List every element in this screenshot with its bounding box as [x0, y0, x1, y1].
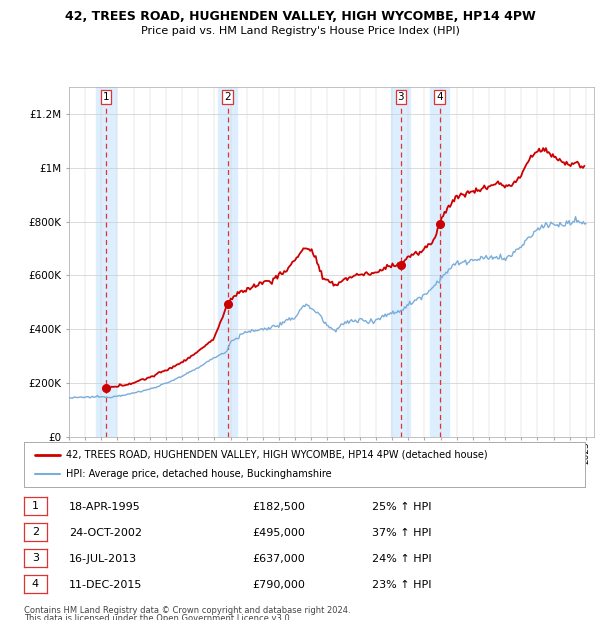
Bar: [583, 87, 594, 437]
Text: £637,000: £637,000: [252, 554, 305, 564]
Text: This data is licensed under the Open Government Licence v3.0.: This data is licensed under the Open Gov…: [24, 614, 292, 620]
Text: Contains HM Land Registry data © Crown copyright and database right 2024.: Contains HM Land Registry data © Crown c…: [24, 606, 350, 616]
Bar: [391, 87, 410, 437]
Text: £182,500: £182,500: [252, 502, 305, 512]
Text: 4: 4: [32, 579, 39, 589]
Text: Price paid vs. HM Land Registry's House Price Index (HPI): Price paid vs. HM Land Registry's House …: [140, 26, 460, 36]
Text: 24-OCT-2002: 24-OCT-2002: [69, 528, 142, 538]
Bar: [69, 87, 98, 437]
Text: 18-APR-1995: 18-APR-1995: [69, 502, 141, 512]
Text: 23% ↑ HPI: 23% ↑ HPI: [372, 580, 431, 590]
Bar: [69, 87, 98, 437]
Bar: [218, 87, 237, 437]
Text: 42, TREES ROAD, HUGHENDEN VALLEY, HIGH WYCOMBE, HP14 4PW (detached house): 42, TREES ROAD, HUGHENDEN VALLEY, HIGH W…: [66, 450, 488, 459]
Bar: [583, 87, 594, 437]
Text: 3: 3: [397, 92, 404, 102]
Text: £790,000: £790,000: [252, 580, 305, 590]
Text: 1: 1: [103, 92, 109, 102]
Text: 2: 2: [32, 527, 39, 537]
Text: 3: 3: [32, 553, 39, 563]
Text: 24% ↑ HPI: 24% ↑ HPI: [372, 554, 431, 564]
Text: £495,000: £495,000: [252, 528, 305, 538]
Text: 11-DEC-2015: 11-DEC-2015: [69, 580, 142, 590]
Text: 42, TREES ROAD, HUGHENDEN VALLEY, HIGH WYCOMBE, HP14 4PW: 42, TREES ROAD, HUGHENDEN VALLEY, HIGH W…: [65, 10, 535, 23]
Text: 37% ↑ HPI: 37% ↑ HPI: [372, 528, 431, 538]
Text: 4: 4: [436, 92, 443, 102]
Text: 2: 2: [224, 92, 231, 102]
Text: 1: 1: [32, 501, 39, 511]
Text: 16-JUL-2013: 16-JUL-2013: [69, 554, 137, 564]
Bar: [97, 87, 116, 437]
Bar: [430, 87, 449, 437]
Text: HPI: Average price, detached house, Buckinghamshire: HPI: Average price, detached house, Buck…: [66, 469, 332, 479]
Text: 25% ↑ HPI: 25% ↑ HPI: [372, 502, 431, 512]
